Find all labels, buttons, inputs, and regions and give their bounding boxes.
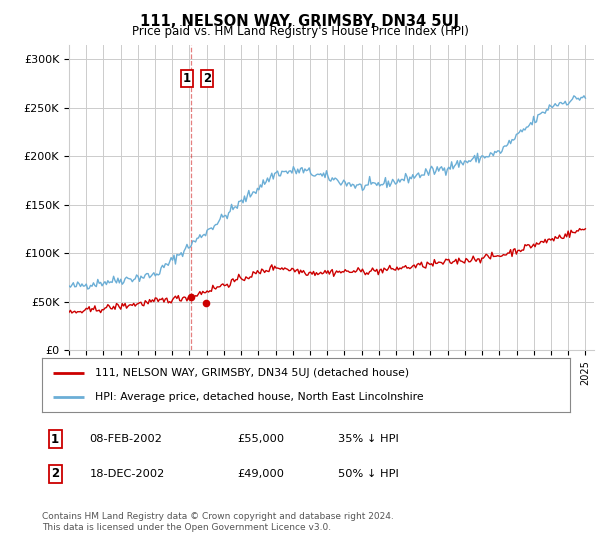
Text: 18-DEC-2002: 18-DEC-2002 (89, 469, 165, 479)
Text: 2: 2 (51, 467, 59, 480)
Text: 111, NELSON WAY, GRIMSBY, DN34 5UJ: 111, NELSON WAY, GRIMSBY, DN34 5UJ (140, 14, 460, 29)
Text: 35% ↓ HPI: 35% ↓ HPI (338, 434, 398, 444)
Text: 08-FEB-2002: 08-FEB-2002 (89, 434, 163, 444)
Text: 50% ↓ HPI: 50% ↓ HPI (338, 469, 398, 479)
Text: Contains HM Land Registry data © Crown copyright and database right 2024.
This d: Contains HM Land Registry data © Crown c… (42, 512, 394, 532)
Text: HPI: Average price, detached house, North East Lincolnshire: HPI: Average price, detached house, Nort… (95, 392, 424, 402)
Text: £49,000: £49,000 (238, 469, 284, 479)
Text: £55,000: £55,000 (238, 434, 284, 444)
Text: 1: 1 (51, 432, 59, 446)
Text: 111, NELSON WAY, GRIMSBY, DN34 5UJ (detached house): 111, NELSON WAY, GRIMSBY, DN34 5UJ (deta… (95, 368, 409, 378)
Text: 2: 2 (203, 72, 211, 85)
Text: 1: 1 (183, 72, 191, 85)
Text: Price paid vs. HM Land Registry's House Price Index (HPI): Price paid vs. HM Land Registry's House … (131, 25, 469, 38)
